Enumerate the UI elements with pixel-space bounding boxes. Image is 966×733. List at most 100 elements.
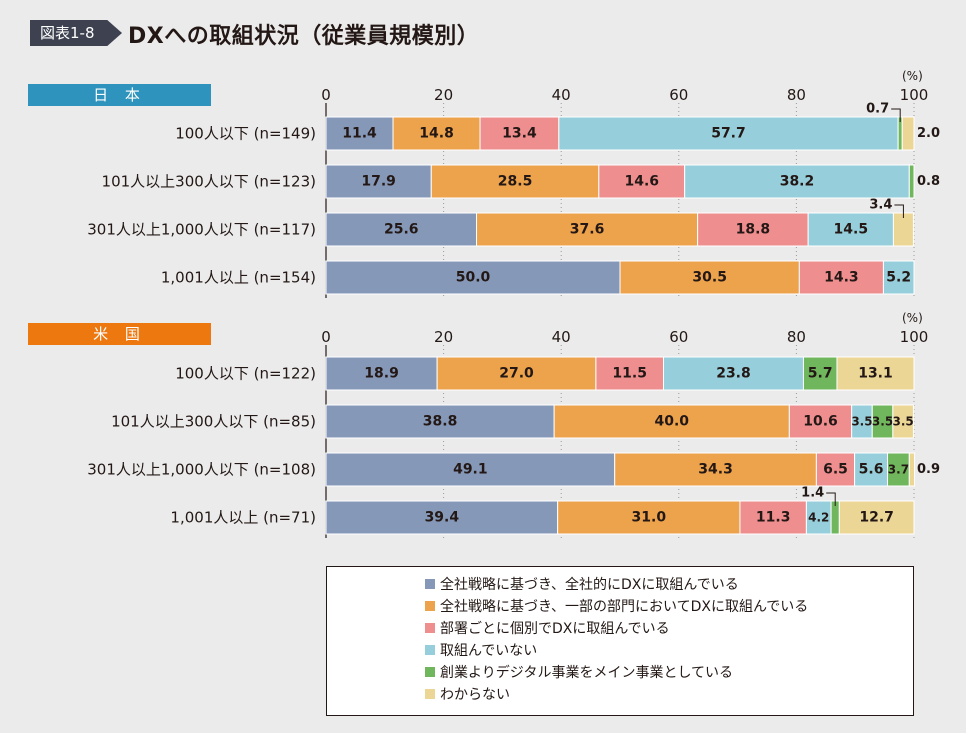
- callout-leader: [891, 108, 901, 122]
- bar-segment: [479, 116, 560, 151]
- data-label-callout: 1.4: [801, 486, 824, 501]
- bar-segment: [476, 212, 699, 247]
- data-label: 3.7: [888, 463, 909, 477]
- category-label: 100人以下 (n=149): [175, 125, 316, 143]
- x-tick-label: 80: [787, 328, 806, 346]
- x-tick-label: 0: [321, 86, 331, 104]
- bar-segment: [614, 452, 817, 487]
- legend-label: 創業よりデジタル事業をメイン事業としている: [440, 665, 734, 681]
- legend-swatch: [425, 579, 435, 589]
- legend-item-digital-native: 創業よりデジタル事業をメイン事業としている: [425, 661, 733, 683]
- legend-swatch: [425, 689, 435, 699]
- data-label: 23.8: [716, 366, 751, 382]
- data-label: 3.5: [872, 415, 893, 429]
- data-label: 38.8: [423, 414, 458, 430]
- legend-label: 全社戦略に基づき、一部の部門においてDXに取組んでいる: [440, 599, 809, 615]
- data-label: 3.5: [851, 415, 872, 429]
- x-unit-label: (%): [902, 311, 923, 325]
- data-label: 5.2: [886, 270, 911, 286]
- category-label: 101人以上300人以下 (n=123): [102, 173, 316, 191]
- x-tick-label: 80: [787, 86, 806, 104]
- bar-segment: [697, 212, 809, 247]
- data-label: 12.7: [859, 510, 894, 526]
- x-tick-label: 40: [552, 328, 571, 346]
- data-label: 14.8: [419, 126, 454, 142]
- x-tick-label: 40: [552, 86, 571, 104]
- x-tick-label: 60: [669, 328, 688, 346]
- legend-swatch: [425, 667, 435, 677]
- bar-segment: [901, 116, 915, 151]
- legend-item-per-department: 部署ごとに個別でDXに取組んでいる: [425, 617, 670, 639]
- data-label: 27.0: [499, 366, 534, 382]
- legend-item-unknown: わからない: [425, 683, 510, 705]
- data-label: 49.1: [453, 462, 488, 478]
- data-label: 18.8: [736, 222, 771, 238]
- callout-leader: [894, 204, 904, 218]
- bar-segment: [798, 260, 884, 295]
- bar-segment: [908, 452, 916, 487]
- data-label: 40.0: [654, 414, 689, 430]
- bar-segment: [325, 500, 559, 535]
- legend-label: 全社戦略に基づき、全社的にDXに取組んでいる: [440, 577, 739, 593]
- legend-item-all-company: 全社戦略に基づき、全社的にDXに取組んでいる: [425, 573, 739, 595]
- data-label: 28.5: [498, 174, 533, 190]
- bar-segment: [430, 164, 600, 199]
- bar-segment: [663, 356, 804, 391]
- legend-swatch: [425, 601, 435, 611]
- data-label: 11.3: [756, 510, 791, 526]
- data-label: 4.2: [808, 511, 829, 525]
- x-tick-label: 0: [321, 328, 331, 346]
- bar-segment: [598, 164, 686, 199]
- data-label: 14.6: [624, 174, 659, 190]
- data-label: 5.7: [808, 366, 833, 382]
- data-label-callout: 0.7: [866, 102, 889, 117]
- x-tick-label: 20: [434, 328, 453, 346]
- data-label: 38.2: [780, 174, 815, 190]
- data-label: 6.5: [823, 462, 848, 478]
- data-label-outside: 0.9: [917, 462, 940, 477]
- data-label: 13.4: [502, 126, 537, 142]
- legend-label: 部署ごとに個別でDXに取組んでいる: [440, 621, 670, 637]
- bar-segment: [739, 500, 807, 535]
- data-label: 30.5: [692, 270, 727, 286]
- bar-segment: [684, 164, 910, 199]
- legend-swatch: [425, 645, 435, 655]
- bar-segment: [553, 404, 790, 439]
- callout-leader: [826, 492, 836, 506]
- category-label: 1,001人以上 (n=71): [170, 509, 316, 527]
- bar-segment: [325, 260, 621, 295]
- bar-segment: [836, 356, 915, 391]
- bar-segment: [325, 404, 555, 439]
- data-label: 14.5: [834, 222, 869, 238]
- data-label: 18.9: [364, 366, 399, 382]
- legend-item-some-departments: 全社戦略に基づき、一部の部門においてDXに取組んでいる: [425, 595, 808, 617]
- data-label: 31.0: [632, 510, 667, 526]
- bar-segment: [788, 404, 853, 439]
- category-label: 100人以下 (n=122): [175, 365, 316, 383]
- bar-segment: [807, 212, 894, 247]
- data-label-outside: 2.0: [917, 126, 940, 141]
- section-label-us: 米 国: [28, 323, 211, 345]
- data-label: 39.4: [425, 510, 460, 526]
- data-label: 25.6: [384, 222, 419, 238]
- x-tick-label: 100: [900, 86, 929, 104]
- bar-segment: [854, 452, 889, 487]
- legend-label: 取組んでいない: [440, 643, 538, 659]
- legend-label: わからない: [440, 687, 510, 703]
- data-label-outside: 0.8: [917, 174, 940, 189]
- bar-segment: [392, 116, 481, 151]
- legend-swatch: [425, 623, 435, 633]
- x-tick-label: 60: [669, 86, 688, 104]
- bar-segment: [325, 452, 616, 487]
- bar-segment: [882, 260, 915, 295]
- bar-segment: [325, 356, 438, 391]
- category-label: 1,001人以上 (n=154): [161, 269, 316, 287]
- x-tick-label: 100: [900, 328, 929, 346]
- data-label: 17.9: [361, 174, 396, 190]
- bar-segment: [908, 164, 915, 199]
- legend: 全社戦略に基づき、全社的にDXに取組んでいる 全社戦略に基づき、一部の部門におい…: [326, 566, 914, 716]
- data-label: 11.4: [342, 126, 377, 142]
- bar-segment: [325, 164, 432, 199]
- data-label-callout: 3.4: [869, 198, 892, 213]
- data-label: 37.6: [570, 222, 605, 238]
